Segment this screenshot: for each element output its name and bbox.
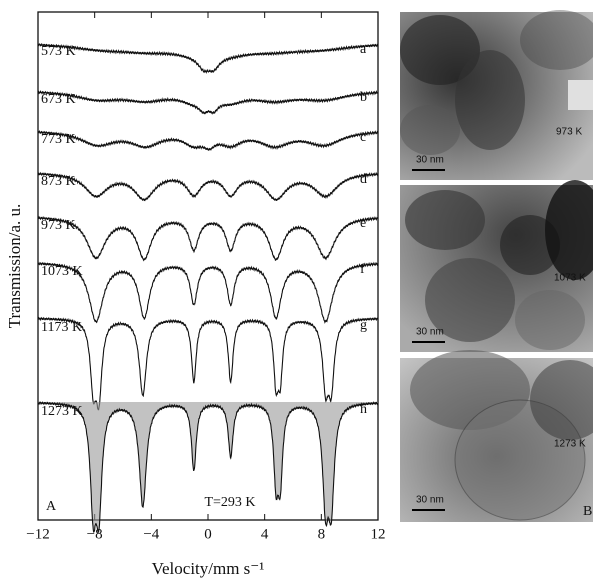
spectrum-line bbox=[220, 140, 253, 148]
spectrum-line bbox=[120, 223, 169, 260]
spectrum-line bbox=[251, 51, 297, 55]
temperature-label: 1073 K bbox=[41, 264, 83, 279]
x-tick-label: 12 bbox=[371, 526, 386, 542]
spectrum-line bbox=[212, 181, 253, 198]
x-tick-label: −12 bbox=[26, 526, 49, 542]
temperature-label: 673 K bbox=[41, 92, 76, 107]
temperature-label: 1173 K bbox=[41, 320, 82, 335]
spectrum-line bbox=[202, 144, 220, 150]
series-letter: g bbox=[360, 318, 367, 333]
spectrum-line bbox=[253, 140, 300, 148]
spectrum-line bbox=[253, 268, 300, 319]
spectrum-line bbox=[169, 180, 212, 197]
spectrum-line bbox=[120, 267, 169, 319]
series-letter: h bbox=[360, 402, 367, 417]
spectrum-line bbox=[199, 108, 209, 114]
spectrum-line bbox=[301, 218, 378, 260]
x-tick-label: 0 bbox=[204, 526, 212, 542]
spectrum-line bbox=[209, 62, 222, 72]
spectrum-line bbox=[168, 320, 212, 383]
spectrum-line bbox=[169, 267, 212, 305]
spectrum-line bbox=[170, 139, 202, 149]
spectrum-line bbox=[253, 99, 300, 103]
temperature-label: 573 K bbox=[41, 44, 76, 59]
fit-area bbox=[38, 402, 378, 532]
temperature-label: 1073 K bbox=[554, 273, 586, 284]
spectrum-line bbox=[200, 66, 209, 72]
temperature-label: 973 K bbox=[41, 218, 76, 233]
spectrum-line bbox=[278, 321, 303, 393]
spectrum-line bbox=[121, 321, 168, 396]
spectrum-line bbox=[96, 323, 121, 410]
y-axis-title: Transmission/a. u. bbox=[5, 204, 24, 329]
spectrum-line bbox=[209, 106, 222, 114]
spectrum-line bbox=[120, 180, 169, 200]
temperature-label: 1273 K bbox=[554, 439, 586, 450]
spectrum-line bbox=[222, 100, 252, 107]
spectrum-line bbox=[303, 321, 329, 401]
spectrum-line bbox=[212, 223, 253, 252]
scale-bar-label: 30 nm bbox=[416, 155, 444, 166]
spectrum-line bbox=[328, 318, 378, 401]
spectrum-line bbox=[171, 53, 199, 67]
x-tick-label: 4 bbox=[261, 526, 269, 542]
series-letter: b bbox=[360, 90, 367, 105]
spectrum-line bbox=[122, 99, 170, 103]
scale-bar-label: 30 nm bbox=[416, 495, 444, 506]
series-letter: e bbox=[360, 216, 366, 231]
x-tick-label: −4 bbox=[143, 526, 159, 542]
spectrum-line bbox=[170, 99, 199, 109]
spectrum-line bbox=[253, 320, 278, 395]
x-tick-label: 8 bbox=[318, 526, 326, 542]
scale-bar-label: 30 nm bbox=[416, 327, 444, 338]
spectrum-line bbox=[169, 222, 212, 252]
spectrum-line bbox=[212, 267, 253, 306]
temperature-label: 973 K bbox=[556, 127, 582, 138]
figure: A T=293 K Velocity/mm s⁻¹ Transmission/a… bbox=[0, 0, 593, 583]
spectrum-line bbox=[124, 51, 171, 55]
annotation: T=293 K bbox=[204, 495, 255, 510]
series-letter: d bbox=[360, 172, 367, 187]
spectrum-line bbox=[253, 224, 300, 260]
spectrum-line bbox=[122, 139, 170, 148]
spectrum-line bbox=[222, 54, 252, 63]
temperature-label: 773 K bbox=[41, 132, 76, 147]
panel-label: A bbox=[46, 499, 57, 514]
spectrum-line bbox=[301, 263, 378, 322]
x-axis-title: Velocity/mm s⁻¹ bbox=[152, 559, 265, 578]
temperature-label: 1273 K bbox=[41, 404, 83, 419]
panel-label: B bbox=[583, 504, 592, 519]
series-letter: f bbox=[360, 262, 365, 277]
spectrum-line bbox=[253, 181, 300, 200]
temperature-label: 873 K bbox=[41, 174, 76, 189]
spectrum-line bbox=[212, 320, 253, 382]
series-letter: c bbox=[360, 130, 366, 145]
series-letter: a bbox=[360, 42, 367, 57]
